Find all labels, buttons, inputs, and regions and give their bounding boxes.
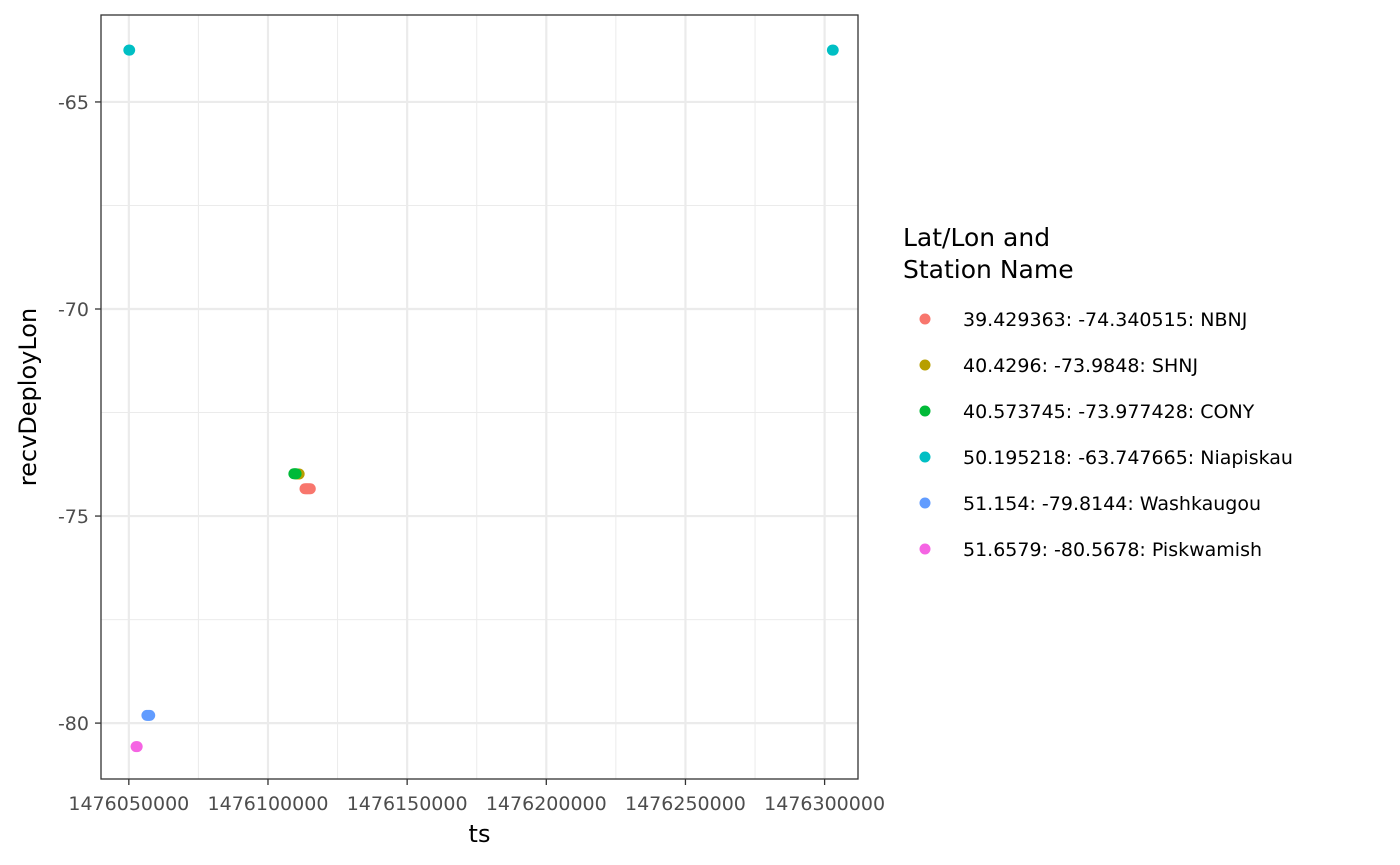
x-tick-label: 1476200000 — [486, 793, 607, 815]
legend-item: 39.429363: -74.340515: NBNJ — [919, 309, 1247, 331]
x-tick-label: 1476300000 — [764, 793, 885, 815]
legend-swatch — [919, 405, 931, 417]
data-point — [827, 44, 839, 56]
legend-items: 39.429363: -74.340515: NBNJ 40.4296: -73.… — [919, 309, 1293, 561]
panel-border — [100, 14, 859, 780]
legend-item: 51.154: -79.8144: Washkaugou — [919, 493, 1261, 515]
series-points — [288, 468, 302, 480]
series-points — [141, 709, 156, 721]
legend-swatch — [919, 451, 931, 463]
legend-swatch — [919, 543, 931, 555]
legend-label: 51.154: -79.8144: Washkaugou — [963, 493, 1261, 515]
legend-item: 51.6579: -80.5678: Piskwamish — [919, 539, 1262, 561]
data-point — [304, 483, 316, 495]
series-points — [130, 741, 143, 753]
data-points — [123, 44, 839, 753]
panel-background — [101, 15, 858, 779]
legend-label: 40.4296: -73.9848: SHNJ — [963, 355, 1198, 377]
legend-item: 40.4296: -73.9848: SHNJ — [919, 355, 1198, 377]
y-tick-label: -80 — [58, 713, 89, 735]
y-axis-title: recvDeployLon — [14, 308, 42, 486]
legend-swatch — [919, 359, 931, 371]
legend-swatch — [919, 497, 931, 509]
y-tick-label: -70 — [58, 299, 89, 321]
axis-ticks — [95, 101, 826, 785]
x-tick-labels: 1476050000 1476100000 1476150000 1476200000… — [68, 793, 885, 815]
x-tick-label: 1476250000 — [625, 793, 746, 815]
data-point — [290, 468, 302, 480]
x-axis-title: ts — [469, 820, 491, 848]
minor-gridlines — [101, 15, 858, 779]
data-point — [144, 709, 156, 721]
data-point — [131, 741, 143, 753]
series-points — [299, 483, 316, 495]
y-tick-labels: -65 -70 -75 -80 — [58, 92, 89, 735]
legend-label: 40.573745: -73.977428: CONY — [963, 401, 1255, 423]
legend-label: 39.429363: -74.340515: NBNJ — [963, 309, 1247, 331]
legend-label: 51.6579: -80.5678: Piskwamish — [963, 539, 1262, 561]
data-point — [124, 44, 136, 56]
legend-label: 50.195218: -63.747665: Niapiskau — [963, 447, 1293, 469]
legend-title-line-1: Lat/Lon and — [903, 223, 1050, 252]
x-tick-label: 1476100000 — [208, 793, 329, 815]
x-tick-label: 1476050000 — [68, 793, 189, 815]
y-tick-label: -75 — [58, 506, 89, 528]
legend-title-line-2: Station Name — [903, 255, 1074, 284]
y-tick-label: -65 — [58, 92, 89, 114]
series-points — [123, 44, 839, 56]
legend-swatch — [919, 313, 931, 325]
legend: Lat/Lon and Station Name 39.429363: -74.… — [903, 223, 1293, 561]
legend-item: 40.573745: -73.977428: CONY — [919, 401, 1255, 423]
major-gridlines — [101, 15, 858, 779]
x-tick-label: 1476150000 — [347, 793, 468, 815]
legend-item: 50.195218: -63.747665: Niapiskau — [919, 447, 1293, 469]
